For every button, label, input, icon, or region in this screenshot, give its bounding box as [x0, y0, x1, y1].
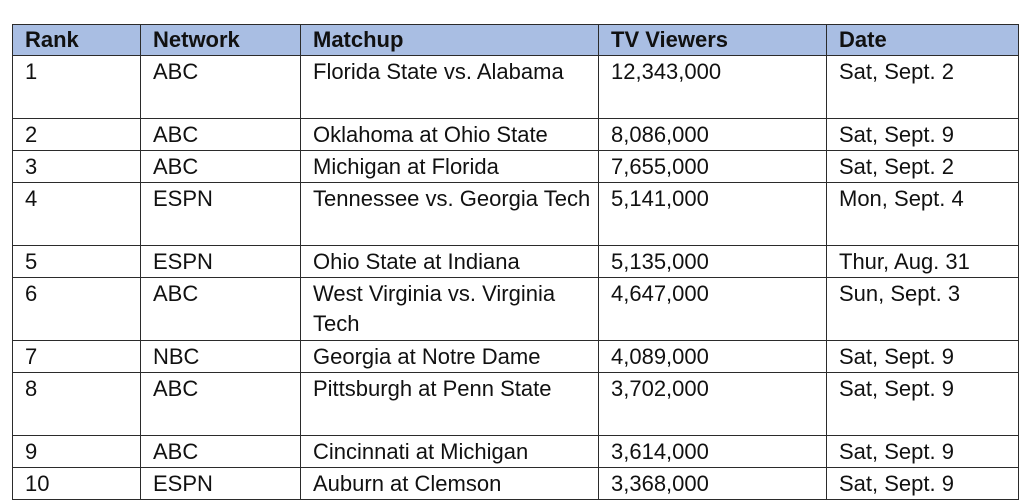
- header-matchup: Matchup: [300, 24, 599, 56]
- tv-ratings-table: Rank Network Matchup TV Viewers Date 1 A…: [12, 24, 1019, 500]
- cell-network: ABC: [140, 150, 301, 183]
- cell-tv-viewers: 3,368,000: [598, 467, 827, 500]
- cell-network: ESPN: [140, 245, 301, 278]
- cell-date: Thur, Aug. 31: [826, 245, 1019, 278]
- cell-tv-viewers: 8,086,000: [598, 118, 827, 151]
- cell-matchup: Ohio State at Indiana: [300, 245, 599, 278]
- cell-date: Sat, Sept. 2: [826, 55, 1019, 119]
- cell-date: Mon, Sept. 4: [826, 182, 1019, 246]
- header-network: Network: [140, 24, 301, 56]
- cell-matchup: Pittsburgh at Penn State: [300, 372, 599, 436]
- cell-date: Sat, Sept. 9: [826, 435, 1019, 468]
- cell-network: NBC: [140, 340, 301, 373]
- cell-matchup: Oklahoma at Ohio State: [300, 118, 599, 151]
- table-row: 10 ESPN Auburn at Clemson 3,368,000 Sat,…: [12, 467, 1019, 500]
- cell-date: Sat, Sept. 9: [826, 340, 1019, 373]
- cell-matchup: Michigan at Florida: [300, 150, 599, 183]
- cell-matchup: Florida State vs. Alabama: [300, 55, 599, 119]
- table-row: 9 ABC Cincinnati at Michigan 3,614,000 S…: [12, 435, 1019, 468]
- cell-matchup: Auburn at Clemson: [300, 467, 599, 500]
- table-row: 2 ABC Oklahoma at Ohio State 8,086,000 S…: [12, 118, 1019, 151]
- cell-date: Sat, Sept. 2: [826, 150, 1019, 183]
- cell-rank: 10: [12, 467, 141, 500]
- table-row: 5 ESPN Ohio State at Indiana 5,135,000 T…: [12, 245, 1019, 278]
- cell-matchup: Georgia at Notre Dame: [300, 340, 599, 373]
- cell-tv-viewers: 4,647,000: [598, 277, 827, 341]
- header-date: Date: [826, 24, 1019, 56]
- table-row: 7 NBC Georgia at Notre Dame 4,089,000 Sa…: [12, 340, 1019, 373]
- table-row: 3 ABC Michigan at Florida 7,655,000 Sat,…: [12, 150, 1019, 183]
- table-row: 1 ABC Florida State vs. Alabama 12,343,0…: [12, 55, 1019, 119]
- cell-rank: 2: [12, 118, 141, 151]
- cell-matchup: West Virginia vs. Virginia Tech: [300, 277, 599, 341]
- cell-tv-viewers: 4,089,000: [598, 340, 827, 373]
- cell-network: ESPN: [140, 467, 301, 500]
- cell-network: ABC: [140, 277, 301, 341]
- cell-date: Sat, Sept. 9: [826, 118, 1019, 151]
- cell-tv-viewers: 7,655,000: [598, 150, 827, 183]
- header-tv-viewers: TV Viewers: [598, 24, 827, 56]
- cell-network: ABC: [140, 118, 301, 151]
- table-row: 6 ABC West Virginia vs. Virginia Tech 4,…: [12, 277, 1019, 341]
- cell-rank: 5: [12, 245, 141, 278]
- cell-network: ABC: [140, 435, 301, 468]
- cell-rank: 3: [12, 150, 141, 183]
- cell-tv-viewers: 5,141,000: [598, 182, 827, 246]
- cell-tv-viewers: 5,135,000: [598, 245, 827, 278]
- cell-rank: 6: [12, 277, 141, 341]
- cell-rank: 8: [12, 372, 141, 436]
- header-rank: Rank: [12, 24, 141, 56]
- cell-date: Sat, Sept. 9: [826, 467, 1019, 500]
- cell-matchup: Cincinnati at Michigan: [300, 435, 599, 468]
- cell-network: ABC: [140, 55, 301, 119]
- cell-rank: 1: [12, 55, 141, 119]
- cell-date: Sat, Sept. 9: [826, 372, 1019, 436]
- table-row: 8 ABC Pittsburgh at Penn State 3,702,000…: [12, 372, 1019, 436]
- cell-network: ESPN: [140, 182, 301, 246]
- cell-rank: 9: [12, 435, 141, 468]
- cell-rank: 7: [12, 340, 141, 373]
- cell-rank: 4: [12, 182, 141, 246]
- table-header-row: Rank Network Matchup TV Viewers Date: [12, 24, 1019, 56]
- table-row: 4 ESPN Tennessee vs. Georgia Tech 5,141,…: [12, 182, 1019, 246]
- cell-tv-viewers: 12,343,000: [598, 55, 827, 119]
- cell-tv-viewers: 3,614,000: [598, 435, 827, 468]
- cell-matchup: Tennessee vs. Georgia Tech: [300, 182, 599, 246]
- cell-network: ABC: [140, 372, 301, 436]
- cell-date: Sun, Sept. 3: [826, 277, 1019, 341]
- cell-tv-viewers: 3,702,000: [598, 372, 827, 436]
